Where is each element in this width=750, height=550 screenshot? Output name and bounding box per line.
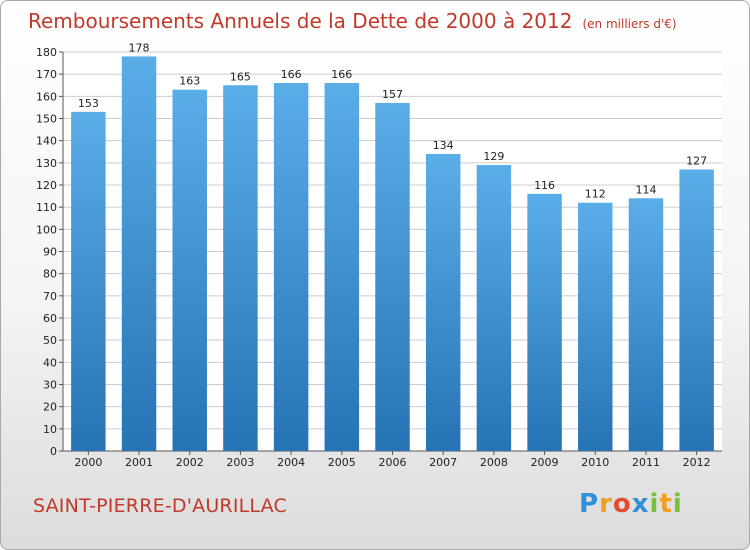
data-label: 166 [331,68,352,81]
logo-letter: r [599,489,613,519]
data-label: 178 [129,41,150,54]
proxiti-logo: Proxiti [579,489,683,519]
bar [172,89,207,451]
y-tick-label: 0 [50,445,57,458]
bar [628,198,664,451]
y-tick-label: 120 [36,179,57,192]
y-tick-label: 10 [43,423,57,436]
logo-letter: i [649,489,660,519]
bar [71,111,106,451]
logo-letter: x [631,489,650,519]
data-label: 116 [534,179,555,192]
x-tick-label: 2010 [581,456,609,469]
bar [578,202,613,451]
bar [527,193,562,451]
y-tick-label: 150 [36,113,57,126]
bar [679,169,714,451]
x-tick-label: 2001 [125,456,153,469]
logo-letter: P [579,489,600,519]
title-unit: (en milliers d'€) [582,17,677,31]
data-label: 129 [483,150,504,163]
y-tick-label: 30 [43,379,57,392]
x-tick-label: 2005 [328,456,356,469]
y-tick-label: 100 [36,223,57,236]
bar [375,102,410,451]
y-tick-label: 80 [43,268,57,281]
y-tick-label: 40 [43,356,57,369]
x-tick-label: 2009 [531,456,559,469]
bar [324,83,360,452]
y-tick-label: 140 [36,135,57,148]
x-tick-label: 2008 [480,456,508,469]
x-tick-label: 2003 [226,456,254,469]
data-label: 166 [281,68,302,81]
data-label: 112 [585,188,606,201]
logo-letter: i [672,489,683,519]
bar [273,83,309,452]
y-tick-label: 60 [43,312,57,325]
y-tick-label: 170 [36,68,57,81]
y-tick-label: 110 [36,201,57,214]
bar [223,85,258,451]
data-label: 165 [230,70,251,83]
y-tick-label: 90 [43,246,57,259]
logo-letter: t [659,489,673,519]
x-tick-label: 2004 [277,456,305,469]
chart-title: Remboursements Annuels de la Dette de 20… [28,9,677,33]
data-label: 134 [433,139,454,152]
data-label: 114 [635,183,656,196]
y-tick-label: 180 [36,46,57,59]
commune-name: SAINT-PIERRE-D'AURILLAC [33,495,287,517]
x-tick-label: 2011 [632,456,660,469]
y-tick-label: 70 [43,290,57,303]
data-label: 163 [179,75,200,88]
y-tick-label: 130 [36,157,57,170]
y-tick-label: 50 [43,334,57,347]
data-label: 153 [78,97,99,110]
x-tick-label: 2002 [176,456,204,469]
logo-letter: o [612,489,632,519]
bar [121,56,157,451]
x-tick-label: 2000 [74,456,102,469]
x-tick-label: 2006 [379,456,407,469]
x-tick-label: 2007 [429,456,457,469]
data-label: 157 [382,88,403,101]
bar [476,165,512,452]
data-label: 127 [686,154,707,167]
title-main: Remboursements Annuels de la Dette de 20… [28,9,573,33]
y-tick-label: 160 [36,90,57,103]
x-tick-label: 2012 [683,456,711,469]
y-tick-label: 20 [43,401,57,414]
bar [425,153,461,451]
